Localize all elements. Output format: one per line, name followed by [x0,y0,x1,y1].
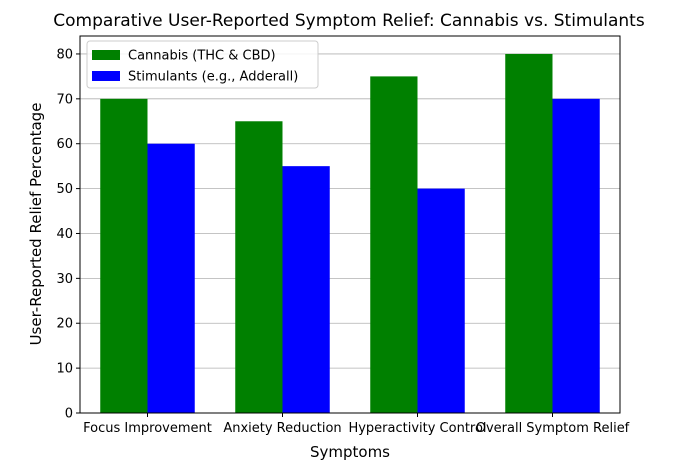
y-tick-label: 80 [56,47,73,62]
bar [100,98,148,413]
y-tick-label: 40 [56,227,73,242]
bar [417,188,465,413]
y-tick-label: 30 [56,272,73,287]
x-tick-label: Focus Improvement [83,421,212,436]
legend: Cannabis (THC & CBD) Stimulants (e.g., Ad… [86,40,319,89]
bar [370,76,418,414]
y-tick-label: 0 [65,407,73,422]
legend-entry-label: Stimulants (e.g., Adderall) [128,70,298,85]
legend-entry-label: Cannabis (THC & CBD) [128,49,276,64]
legend-swatch [92,71,120,81]
y-tick-label: 70 [56,92,73,107]
y-tick-label: 50 [56,182,73,197]
y-axis-ticks: 0 10 20 30 40 50 60 70 80 [56,47,80,422]
y-tick-label: 60 [56,137,73,152]
plot-frame [79,35,621,414]
x-tick-label: Anxiety Reduction [223,421,341,436]
bar [147,143,195,413]
y-tick-label: 10 [56,362,73,377]
bar [282,166,330,413]
x-axis-ticks: Focus Improvement Anxiety Reduction Hypera… [83,413,630,436]
bar [505,53,553,413]
legend-swatch [92,50,120,60]
x-axis-label: Symptoms [310,443,390,461]
legend-frame [86,40,319,89]
bar [552,98,600,413]
y-axis-label: User-Reported Relief Percentage [27,103,45,346]
bar [235,121,283,414]
chart-title: Comparative User-Reported Symptom Relief… [53,11,645,31]
bars [100,53,600,414]
x-tick-label: Hyperactivity Control [348,421,486,436]
y-tick-label: 20 [56,317,73,332]
x-tick-label: Overall Symptom Relief [476,421,630,436]
